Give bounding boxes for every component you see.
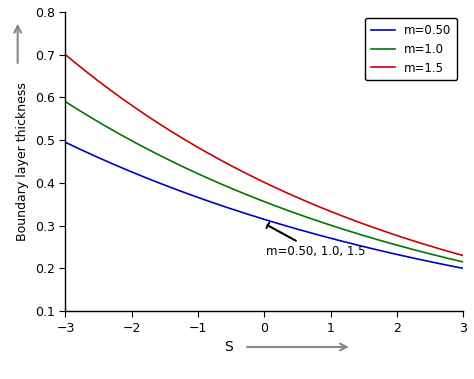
m=1.0: [254, 196, 260, 201]
m=1.5: [451, 251, 456, 255]
m=0.50: [63, 140, 68, 144]
m=0.50: [251, 214, 257, 219]
Text: S: S: [224, 340, 232, 354]
m=0.50: [460, 266, 466, 271]
m=1.5: [251, 175, 257, 180]
m=1.5: [299, 197, 305, 202]
m=1.0: [460, 260, 466, 264]
m=1.0: [251, 196, 257, 200]
m=1.0: [278, 205, 283, 210]
m=0.50: [451, 264, 456, 269]
m=0.50: [278, 222, 283, 227]
m=1.0: [389, 241, 394, 246]
Legend: m=0.50, m=1.0, m=1.5: m=0.50, m=1.0, m=1.5: [365, 18, 457, 80]
m=1.5: [63, 52, 68, 57]
m=1.0: [451, 257, 456, 262]
m=1.5: [460, 253, 466, 258]
m=0.50: [299, 228, 305, 233]
m=1.5: [278, 188, 283, 192]
m=1.5: [254, 176, 260, 181]
m=1.0: [299, 213, 305, 218]
m=0.50: [389, 251, 394, 255]
m=1.0: [63, 99, 68, 104]
Y-axis label: Boundary layer thickness: Boundary layer thickness: [17, 82, 29, 241]
m=0.50: [254, 215, 260, 219]
Line: m=1.5: m=1.5: [65, 55, 463, 255]
Line: m=0.50: m=0.50: [65, 142, 463, 268]
Line: m=1.0: m=1.0: [65, 102, 463, 262]
Text: m=0.50, 1.0, 1.5: m=0.50, 1.0, 1.5: [265, 223, 365, 258]
m=1.5: [389, 232, 394, 236]
